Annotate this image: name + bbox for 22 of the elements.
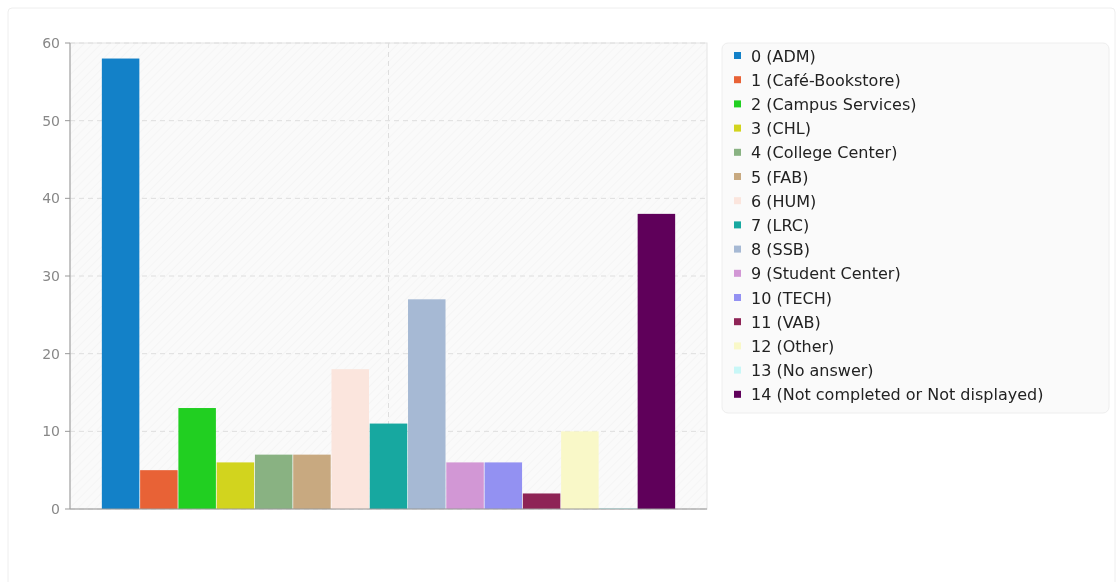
y-tick-label: 50 [42,112,60,129]
y-tick-label: 30 [42,267,60,284]
legend-label: 11 (VAB) [751,312,821,332]
legend-label: 13 (No answer) [751,361,874,381]
legend-label: 1 (Café-Bookstore) [751,70,901,90]
y-tick-label: 0 [51,500,60,517]
legend-label: 10 (TECH) [751,288,833,308]
legend-label: 4 (College Center) [751,143,898,163]
legend-label: 9 (Student Center) [751,264,901,284]
y-tick-label: 40 [42,190,60,207]
legend-label: 6 (HUM) [751,191,817,211]
y-tick-label: 20 [42,345,60,362]
y-tick-label: 10 [42,423,60,440]
legend-label: 14 (Not completed or Not displayed) [751,385,1044,405]
y-tick-label: 60 [42,34,60,51]
legend-label: 8 (SSB) [751,240,811,260]
legend-label: 0 (ADM) [751,46,816,66]
legend-label: 5 (FAB) [751,167,809,187]
legend-label: 3 (CHL) [751,119,811,139]
legend-label: 2 (Campus Services) [751,95,917,114]
legend-label: 12 (Other) [751,337,835,356]
legend-label: 7 (LRC) [751,216,810,235]
